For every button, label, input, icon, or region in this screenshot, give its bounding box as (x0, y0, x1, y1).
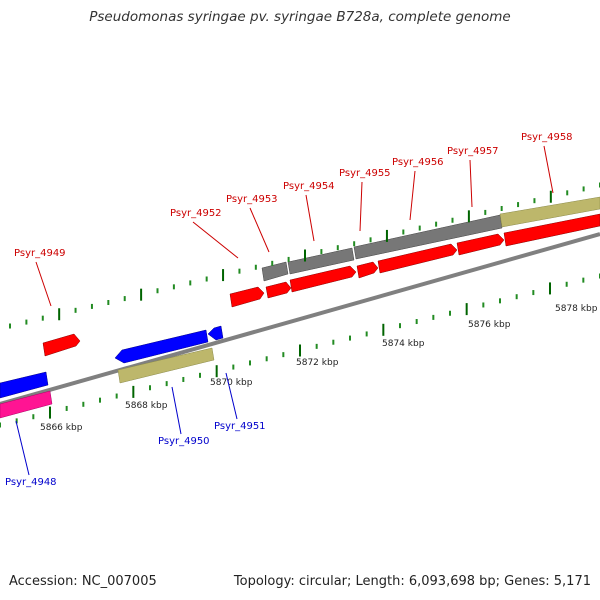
pseudogene-segment-1[interactable] (261, 261, 289, 282)
scale-label: 5866 kbp (40, 423, 83, 433)
gene-label-forward[interactable]: Psyr_4955 (339, 168, 391, 179)
accession-text: Accession: NC_007005 (9, 574, 157, 589)
backbone-line-upper (0, 232, 600, 406)
gene-label-forward[interactable]: Psyr_4952 (170, 208, 222, 219)
leader-line (359, 181, 363, 232)
scale-label: 5878 kbp (555, 304, 598, 314)
gene-psyr-4958[interactable] (503, 213, 600, 247)
gene-label-reverse[interactable]: Psyr_4950 (158, 436, 210, 447)
gene-label-forward[interactable]: Psyr_4953 (226, 194, 278, 205)
leader-line (192, 221, 239, 259)
gene-label-forward[interactable]: Psyr_4954 (283, 181, 335, 192)
gene-psyr-4953[interactable] (265, 281, 292, 299)
gene-psyr-4957[interactable] (456, 233, 505, 256)
rna-segment-upper[interactable] (499, 196, 600, 228)
gene-labels: Psyr_4949 Psyr_4952 Psyr_4953 Psyr_4954 Psyr… (5, 132, 573, 488)
gene-psyr-4955[interactable] (356, 261, 379, 279)
gene-psyr-4954[interactable] (289, 265, 357, 293)
genome-summary-text: Topology: circular; Length: 6,093,698 bp… (233, 574, 591, 589)
gene-label-reverse[interactable]: Psyr_4948 (5, 477, 57, 488)
rna-psyr-4950[interactable] (117, 347, 215, 384)
leader-line (35, 261, 52, 307)
gene-label-forward[interactable]: Psyr_4958 (521, 132, 573, 143)
scale-label: 5874 kbp (382, 339, 425, 349)
gene-psyr-4956[interactable] (377, 243, 458, 274)
leader-line (543, 145, 554, 194)
gene-label-reverse[interactable]: Psyr_4951 (214, 421, 266, 432)
scale-label: 5870 kbp (210, 378, 253, 388)
gene-label-forward[interactable]: Psyr_4956 (392, 157, 444, 168)
gene-psyr-4949[interactable] (42, 333, 81, 357)
gene-psyr-4948-pink[interactable] (0, 390, 53, 419)
label-leader-lines (15, 145, 554, 476)
scale-label: 5868 kbp (125, 401, 168, 411)
scale-labels: 5866 kbp 5868 kbp 5870 kbp 5872 kbp 5874 kbp… (40, 304, 598, 433)
gene-psyr-4952[interactable] (229, 286, 265, 308)
gene-psyr-4951[interactable] (207, 325, 224, 341)
leader-line (225, 372, 238, 420)
pseudogene-segment-3[interactable] (353, 214, 503, 260)
gene-label-forward[interactable]: Psyr_4949 (14, 248, 66, 259)
gene-label-forward[interactable]: Psyr_4957 (447, 146, 499, 157)
scale-label: 5876 kbp (468, 320, 511, 330)
leader-line (15, 420, 30, 476)
leader-line (409, 170, 416, 221)
gene-psyr-4950[interactable] (114, 329, 209, 364)
upper-scale-ticks (9, 182, 600, 329)
map-title: Pseudomonas syringae pv. syringae B728a,… (89, 9, 511, 25)
gene-psyr-4948-blue[interactable] (0, 371, 49, 399)
scale-label: 5872 kbp (296, 358, 339, 368)
leader-line (249, 207, 270, 253)
leader-line (469, 159, 473, 208)
pseudogene-segment-2[interactable] (287, 247, 355, 275)
leader-line (305, 194, 315, 242)
lower-scale-ticks (0, 273, 600, 428)
leader-line (171, 386, 182, 435)
